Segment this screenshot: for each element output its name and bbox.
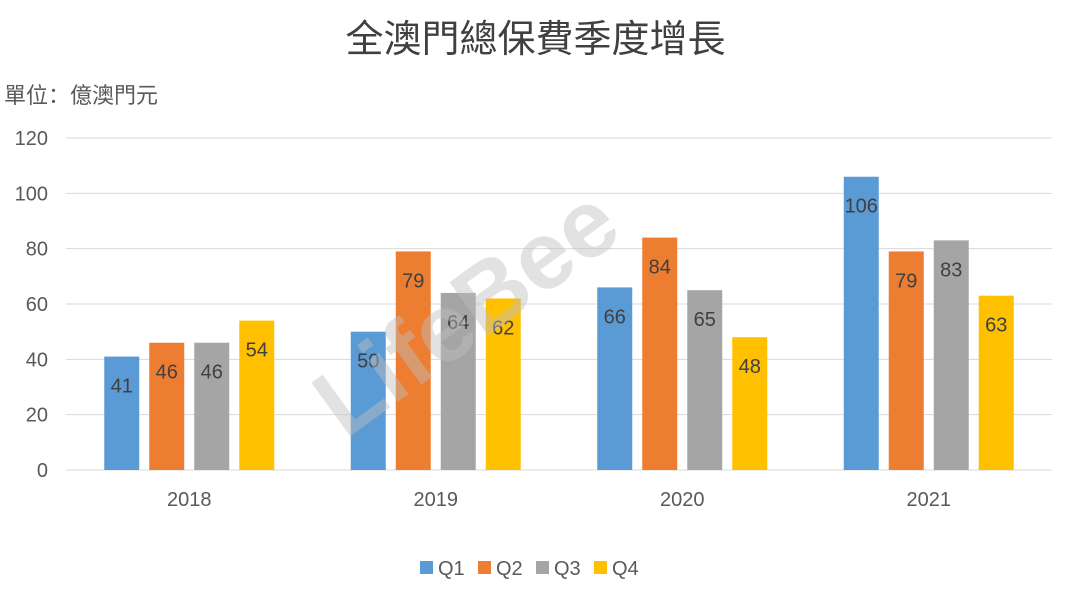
y-tick-label: 40 [26,349,48,371]
legend-label-q3: Q3 [554,558,581,580]
x-tick-label: 2018 [167,489,212,511]
bar-q3-2019 [440,292,476,470]
data-label: 50 [357,351,379,373]
x-tick-label: 2021 [907,489,952,511]
data-label: 54 [246,340,268,362]
y-tick-label: 20 [26,405,48,427]
bar-q1-2018 [104,356,140,470]
data-label: 41 [111,376,133,398]
data-label: 65 [694,309,716,331]
bar-q4-2021 [978,295,1014,470]
data-label: 79 [895,270,917,292]
legend-label-q2: Q2 [496,558,523,580]
chart-title: 全澳門總保費季度增長 [345,17,726,61]
data-label: 84 [649,257,671,279]
bar-q2-2020 [642,237,678,470]
bar-q1-2019 [350,331,386,470]
data-label: 106 [845,196,878,218]
bar-q2-2018 [149,342,185,470]
data-label: 48 [739,356,761,378]
bar-q4-2018 [239,320,275,470]
data-label: 46 [201,362,223,384]
bar-q3-2021 [933,240,969,470]
data-label: 46 [156,362,178,384]
legend-label-q4: Q4 [612,558,639,580]
bar-q4-2019 [485,298,521,470]
bar-q3-2020 [687,290,723,470]
data-label: 83 [940,259,962,281]
legend-swatch-q3 [536,561,549,574]
unit-label: 單位：億澳門元 [4,84,159,109]
data-label: 79 [402,270,424,292]
y-tick-label: 100 [15,183,48,205]
bar-q2-2021 [888,251,924,470]
bar-q2-2019 [395,251,431,470]
legend-swatch-q4 [594,561,607,574]
bar-q4-2020 [732,337,768,470]
x-tick-label: 2019 [414,489,459,511]
legend-label-q1: Q1 [438,558,465,580]
data-label: 62 [492,317,514,339]
y-tick-label: 120 [15,128,48,150]
bar-q3-2018 [194,342,230,470]
y-tick-label: 0 [37,460,48,482]
y-tick-label: 80 [26,239,48,261]
legend-swatch-q2 [478,561,491,574]
legend-swatch-q1 [420,561,433,574]
bar-q1-2021 [843,176,879,470]
x-tick-label: 2020 [660,489,705,511]
data-label: 64 [447,312,469,334]
data-label: 66 [604,306,626,328]
bar-q1-2020 [597,287,633,470]
y-tick-label: 60 [26,294,48,316]
data-label: 63 [985,315,1007,337]
